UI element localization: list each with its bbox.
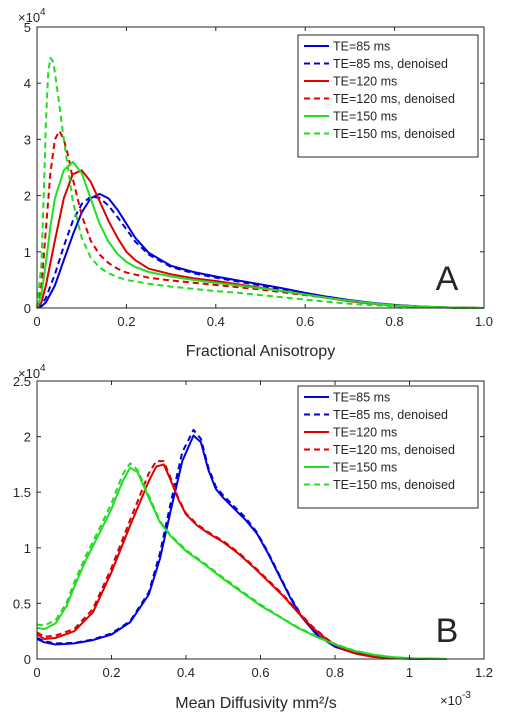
panel-b-y-tick-label: 2.5 bbox=[13, 374, 31, 389]
panel-a-legend-label-5: TE=150 ms bbox=[333, 110, 397, 124]
panel-a-x-tick-label: 0.2 bbox=[117, 314, 135, 329]
panel-b-legend-label-6: TE=150 ms, denoised bbox=[333, 478, 455, 492]
panel-b-legend-label-1: TE=85 ms bbox=[333, 391, 390, 405]
panel-a-legend: TE=85 ms TE=85 ms, denoised TE=120 ms TE=12… bbox=[297, 34, 479, 158]
panel-b-legend: TE=85 ms TE=85 ms, denoised TE=120 ms TE=12… bbox=[297, 385, 479, 509]
panel-b-x-tick-label: 0.4 bbox=[177, 665, 195, 680]
panel-a-x-tick-label: 0.6 bbox=[296, 314, 314, 329]
panel-a-y-tick-label: 3 bbox=[24, 132, 31, 147]
panel-a-legend-label-2: TE=85 ms, denoised bbox=[333, 57, 448, 71]
panel-a-legend-box bbox=[297, 34, 479, 158]
panel-a-y-tick-label: 2 bbox=[24, 189, 31, 204]
panel-a-y-tick-label: 4 bbox=[24, 76, 31, 91]
panel-a-y-exponent-base: ×10 bbox=[18, 10, 40, 25]
panel-b-x-tick-label: 0.6 bbox=[251, 665, 269, 680]
panel-b-y-tick-label: 0.5 bbox=[13, 596, 31, 611]
panel-b-x-exponent: -3 bbox=[462, 690, 471, 701]
panel-b-series-line-4 bbox=[36, 460, 447, 660]
panel-a-legend-label-3: TE=120 ms bbox=[333, 75, 397, 89]
panel-a-legend-label-6: TE=150 ms, denoised bbox=[333, 127, 455, 141]
panel-a-ticks-group: 0 0.2 0.4 0.6 0.8 1.0 0 1 2 3 4 5 bbox=[24, 20, 493, 329]
panel-b-x-tick-label: 0.2 bbox=[102, 665, 120, 680]
panel-a-y-tick-label: 1 bbox=[24, 245, 31, 260]
panel-b-ticks-group: 0 0.2 0.4 0.6 0.8 1 1.2 0 0.5 1 1.5 2 2.5 bbox=[13, 374, 493, 680]
panel-b-x-exponent-base: ×10 bbox=[440, 693, 462, 708]
panel-b-x-axis-label: Mean Diffusivity mm²/s bbox=[175, 695, 337, 712]
panel-b-y-exponent: 4 bbox=[40, 363, 46, 374]
panel-a-panel-label: A bbox=[436, 260, 459, 298]
panel-b-x-tick-label: 1.2 bbox=[475, 665, 493, 680]
panel-a-x-tick-label: 0 bbox=[33, 314, 40, 329]
panel-a-y-tick-label: 0 bbox=[24, 301, 31, 316]
panel-b-y-tick-label: 1.5 bbox=[13, 485, 31, 500]
panel-b-series-group bbox=[36, 428, 447, 660]
panel-a-x-axis-label: Fractional Anisotropy bbox=[186, 343, 335, 360]
panel-b-panel-label: B bbox=[436, 612, 459, 650]
panel-b-legend-label-5: TE=150 ms bbox=[333, 461, 397, 475]
panel-b-y-tick-label: 1 bbox=[24, 541, 31, 556]
panel-b-x-tick-label: 0.8 bbox=[326, 665, 344, 680]
panel-a-x-tick-label: 0.4 bbox=[207, 314, 225, 329]
panel-b-y-exponent-base: ×10 bbox=[18, 366, 40, 381]
panel-b-legend-label-4: TE=120 ms, denoised bbox=[333, 443, 455, 457]
panel-a-legend-label-1: TE=85 ms bbox=[333, 40, 390, 54]
panel-a-series-line-6 bbox=[36, 56, 485, 309]
panel-a-series-line-5 bbox=[36, 160, 485, 309]
panel-a-legend-label-4: TE=120 ms, denoised bbox=[333, 92, 455, 106]
panel-a-y-exponent: 4 bbox=[40, 7, 46, 18]
panel-b-y-tick-label: 0 bbox=[24, 652, 31, 667]
panel-a-y-tick-label: 5 bbox=[24, 20, 31, 35]
panel-a-series-group bbox=[36, 56, 485, 309]
panel-b-legend-label-3: TE=120 ms bbox=[333, 426, 397, 440]
panel-b-legend-box bbox=[297, 385, 479, 509]
panel-a-axes-box bbox=[36, 26, 485, 309]
panel-b-x-tick-label: 0 bbox=[33, 665, 40, 680]
panel-b-y-tick-label: 2 bbox=[24, 430, 31, 445]
panel-b-chart: 0 0.2 0.4 0.6 0.8 1 1.200.511.522.5 ×10 4 ×10 … bbox=[13, 363, 493, 712]
panel-b-legend-label-2: TE=85 ms, denoised bbox=[333, 408, 448, 422]
panel-b-x-tick-label: 1 bbox=[406, 665, 413, 680]
panel-a-x-tick-label: 1.0 bbox=[475, 314, 493, 329]
panel-b-series-line-6 bbox=[36, 462, 447, 660]
panel-a-x-tick-label: 0.8 bbox=[386, 314, 404, 329]
